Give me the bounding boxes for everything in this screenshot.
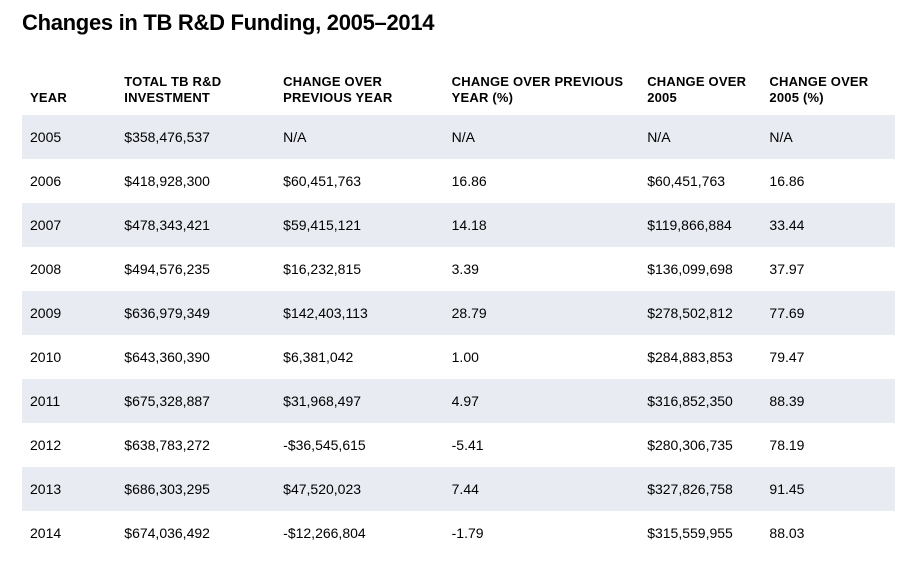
cell-change-2005: $278,502,812	[639, 291, 761, 335]
cell-change-2005-pct: 88.03	[761, 511, 895, 555]
cell-total: $494,576,235	[116, 247, 275, 291]
cell-total: $358,476,537	[116, 115, 275, 159]
cell-change-prev: $47,520,023	[275, 467, 443, 511]
col-header-total: TOTAL TB R&D INVESTMENT	[116, 68, 275, 115]
cell-change-prev-pct: 28.79	[444, 291, 640, 335]
cell-year: 2013	[22, 467, 116, 511]
col-header-change-2005: CHANGE OVER 2005	[639, 68, 761, 115]
cell-change-prev: $6,381,042	[275, 335, 443, 379]
cell-change-2005-pct: 79.47	[761, 335, 895, 379]
cell-total: $675,328,887	[116, 379, 275, 423]
cell-change-prev-pct: -5.41	[444, 423, 640, 467]
col-header-change-2005-pct: CHANGE OVER 2005 (%)	[761, 68, 895, 115]
cell-change-2005: $280,306,735	[639, 423, 761, 467]
cell-year: 2005	[22, 115, 116, 159]
cell-change-2005: $284,883,853	[639, 335, 761, 379]
cell-change-prev-pct: 3.39	[444, 247, 640, 291]
table-row: 2014 $674,036,492 -$12,266,804 -1.79 $31…	[22, 511, 895, 555]
cell-change-2005: N/A	[639, 115, 761, 159]
cell-total: $636,979,349	[116, 291, 275, 335]
cell-total: $418,928,300	[116, 159, 275, 203]
page-title: Changes in TB R&D Funding, 2005–2014	[22, 10, 895, 36]
cell-change-2005: $136,099,698	[639, 247, 761, 291]
cell-change-prev: $59,415,121	[275, 203, 443, 247]
cell-change-prev: $16,232,815	[275, 247, 443, 291]
cell-change-2005: $60,451,763	[639, 159, 761, 203]
col-header-year: YEAR	[22, 68, 116, 115]
cell-change-prev: $60,451,763	[275, 159, 443, 203]
cell-change-2005-pct: 91.45	[761, 467, 895, 511]
cell-change-2005: $327,826,758	[639, 467, 761, 511]
cell-year: 2014	[22, 511, 116, 555]
table-row: 2009 $636,979,349 $142,403,113 28.79 $27…	[22, 291, 895, 335]
table-row: 2008 $494,576,235 $16,232,815 3.39 $136,…	[22, 247, 895, 291]
table-row: 2012 $638,783,272 -$36,545,615 -5.41 $28…	[22, 423, 895, 467]
cell-change-2005-pct: 16.86	[761, 159, 895, 203]
cell-change-prev-pct: 4.97	[444, 379, 640, 423]
cell-change-prev: -$36,545,615	[275, 423, 443, 467]
cell-change-prev-pct: 14.18	[444, 203, 640, 247]
table-body: 2005 $358,476,537 N/A N/A N/A N/A 2006 $…	[22, 115, 895, 555]
cell-change-2005-pct: 77.69	[761, 291, 895, 335]
cell-year: 2009	[22, 291, 116, 335]
cell-total: $674,036,492	[116, 511, 275, 555]
cell-total: $638,783,272	[116, 423, 275, 467]
cell-year: 2010	[22, 335, 116, 379]
cell-change-prev: $142,403,113	[275, 291, 443, 335]
cell-change-prev: $31,968,497	[275, 379, 443, 423]
cell-change-prev-pct: -1.79	[444, 511, 640, 555]
cell-change-prev: -$12,266,804	[275, 511, 443, 555]
cell-change-2005-pct: 33.44	[761, 203, 895, 247]
cell-year: 2007	[22, 203, 116, 247]
cell-year: 2012	[22, 423, 116, 467]
cell-total: $478,343,421	[116, 203, 275, 247]
cell-total: $643,360,390	[116, 335, 275, 379]
col-header-change-prev-pct: CHANGE OVER PREVIOUS YEAR (%)	[444, 68, 640, 115]
cell-change-2005-pct: 88.39	[761, 379, 895, 423]
funding-table: YEAR TOTAL TB R&D INVESTMENT CHANGE OVER…	[22, 68, 895, 555]
cell-change-prev-pct: 7.44	[444, 467, 640, 511]
table-row: 2010 $643,360,390 $6,381,042 1.00 $284,8…	[22, 335, 895, 379]
col-header-change-prev: CHANGE OVER PREVIOUS YEAR	[275, 68, 443, 115]
table-row: 2005 $358,476,537 N/A N/A N/A N/A	[22, 115, 895, 159]
table-row: 2011 $675,328,887 $31,968,497 4.97 $316,…	[22, 379, 895, 423]
cell-change-prev-pct: 1.00	[444, 335, 640, 379]
cell-year: 2011	[22, 379, 116, 423]
cell-change-prev-pct: 16.86	[444, 159, 640, 203]
cell-year: 2006	[22, 159, 116, 203]
cell-change-prev: N/A	[275, 115, 443, 159]
cell-change-2005: $316,852,350	[639, 379, 761, 423]
cell-total: $686,303,295	[116, 467, 275, 511]
cell-change-2005-pct: 78.19	[761, 423, 895, 467]
cell-change-2005: $315,559,955	[639, 511, 761, 555]
cell-change-2005-pct: N/A	[761, 115, 895, 159]
table-header-row: YEAR TOTAL TB R&D INVESTMENT CHANGE OVER…	[22, 68, 895, 115]
cell-change-prev-pct: N/A	[444, 115, 640, 159]
cell-change-2005: $119,866,884	[639, 203, 761, 247]
table-row: 2013 $686,303,295 $47,520,023 7.44 $327,…	[22, 467, 895, 511]
cell-year: 2008	[22, 247, 116, 291]
table-row: 2006 $418,928,300 $60,451,763 16.86 $60,…	[22, 159, 895, 203]
table-row: 2007 $478,343,421 $59,415,121 14.18 $119…	[22, 203, 895, 247]
cell-change-2005-pct: 37.97	[761, 247, 895, 291]
